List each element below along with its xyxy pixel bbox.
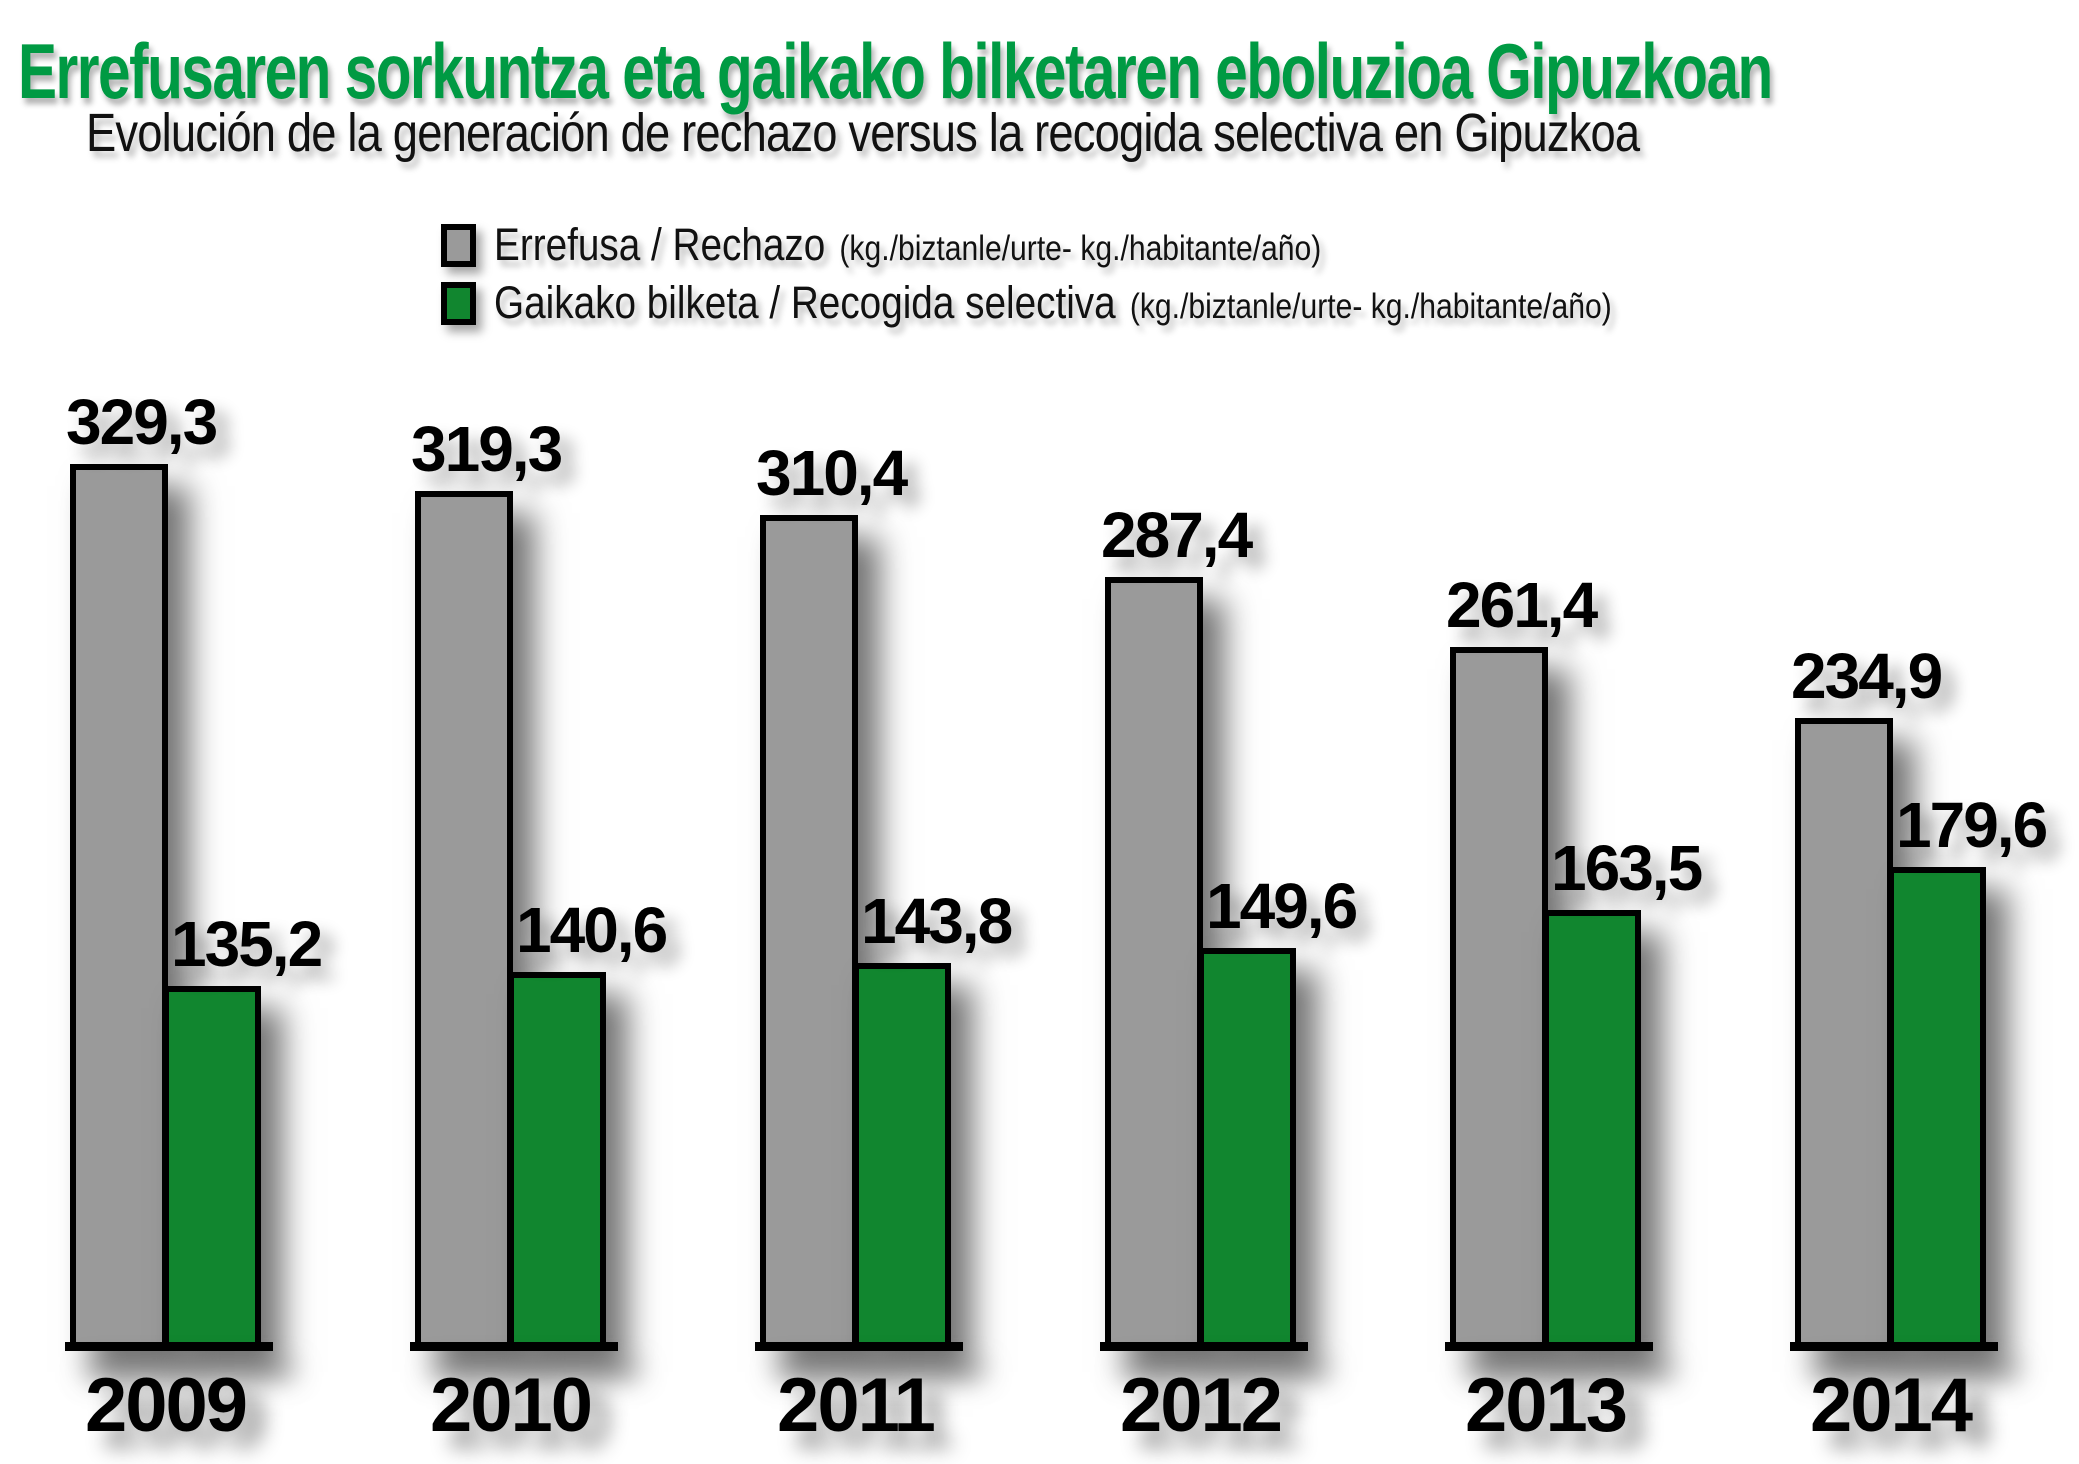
value-label-errefusa-2011: 310,4 xyxy=(756,437,908,509)
bar-errefusa-2010 xyxy=(415,491,513,1350)
value-label-gaikako-2014: 179,6 xyxy=(1896,789,2048,861)
value-label-errefusa-2013: 261,4 xyxy=(1446,569,1598,641)
value-label-errefusa-2014: 234,9 xyxy=(1791,640,1943,712)
category-label-2009: 2009 xyxy=(84,1363,248,1448)
bar-errefusa-2012 xyxy=(1105,577,1203,1350)
axis-baseline-2013 xyxy=(1445,1342,1653,1351)
category-label-2012: 2012 xyxy=(1119,1363,1283,1448)
category-label-2010: 2010 xyxy=(429,1363,593,1448)
axis-baseline-2012 xyxy=(1100,1342,1308,1351)
bar-gaikako-2010 xyxy=(508,972,606,1350)
chart-subtitle: Evolución de la generación de rechazo ve… xyxy=(86,103,1640,163)
bar-gaikako-2014 xyxy=(1888,867,1986,1350)
legend-label-gaikako: Gaikako bilketa / Recogida selectiva xyxy=(494,277,1116,328)
axis-baseline-2014 xyxy=(1790,1342,1998,1351)
value-label-errefusa-2009: 329,3 xyxy=(66,386,218,458)
bar-errefusa-2013 xyxy=(1450,647,1548,1350)
value-label-errefusa-2010: 319,3 xyxy=(411,413,563,485)
legend-units-gaikako: (kg./biztanle/urte- kg./habitante/año) xyxy=(1129,287,1612,326)
bar-gaikako-2011 xyxy=(853,963,951,1350)
category-label-2013: 2013 xyxy=(1464,1363,1628,1448)
bar-errefusa-2009 xyxy=(70,464,168,1350)
value-label-gaikako-2009: 135,2 xyxy=(171,908,323,980)
axis-baseline-2009 xyxy=(65,1342,273,1351)
chart-title: Errefusaren sorkuntza eta gaikako bilket… xyxy=(18,27,1773,115)
legend: Errefusa / Rechazo (kg./biztanle/urte- k… xyxy=(441,219,1794,338)
legend-text: Errefusa / Rechazo (kg./biztanle/urte- k… xyxy=(494,219,1321,271)
category-label-2011: 2011 xyxy=(777,1363,936,1448)
legend-text: Gaikako bilketa / Recogida selectiva (kg… xyxy=(494,277,1612,329)
value-label-gaikako-2010: 140,6 xyxy=(516,894,668,966)
value-label-gaikako-2012: 149,6 xyxy=(1206,870,1358,942)
legend-units-errefusa: (kg./biztanle/urte- kg./habitante/año) xyxy=(839,229,1322,268)
legend-item-gaikako: Gaikako bilketa / Recogida selectiva (kg… xyxy=(441,277,1794,329)
value-label-gaikako-2011: 143,8 xyxy=(861,885,1013,957)
axis-baseline-2010 xyxy=(410,1342,618,1351)
bar-gaikako-2012 xyxy=(1198,948,1296,1350)
bar-errefusa-2014 xyxy=(1795,718,1893,1350)
bar-gaikako-2009 xyxy=(163,986,261,1350)
category-label-2014: 2014 xyxy=(1809,1363,1973,1448)
value-label-errefusa-2012: 287,4 xyxy=(1101,499,1253,571)
bar-errefusa-2011 xyxy=(760,515,858,1350)
legend-swatch-green-icon xyxy=(441,281,476,325)
legend-item-errefusa: Errefusa / Rechazo (kg./biztanle/urte- k… xyxy=(441,219,1794,271)
axis-baseline-2011 xyxy=(755,1342,963,1351)
legend-swatch-gray-icon xyxy=(441,223,476,267)
value-label-gaikako-2013: 163,5 xyxy=(1551,832,1703,904)
bar-gaikako-2013 xyxy=(1543,910,1641,1350)
legend-label-errefusa: Errefusa / Rechazo xyxy=(494,219,826,270)
